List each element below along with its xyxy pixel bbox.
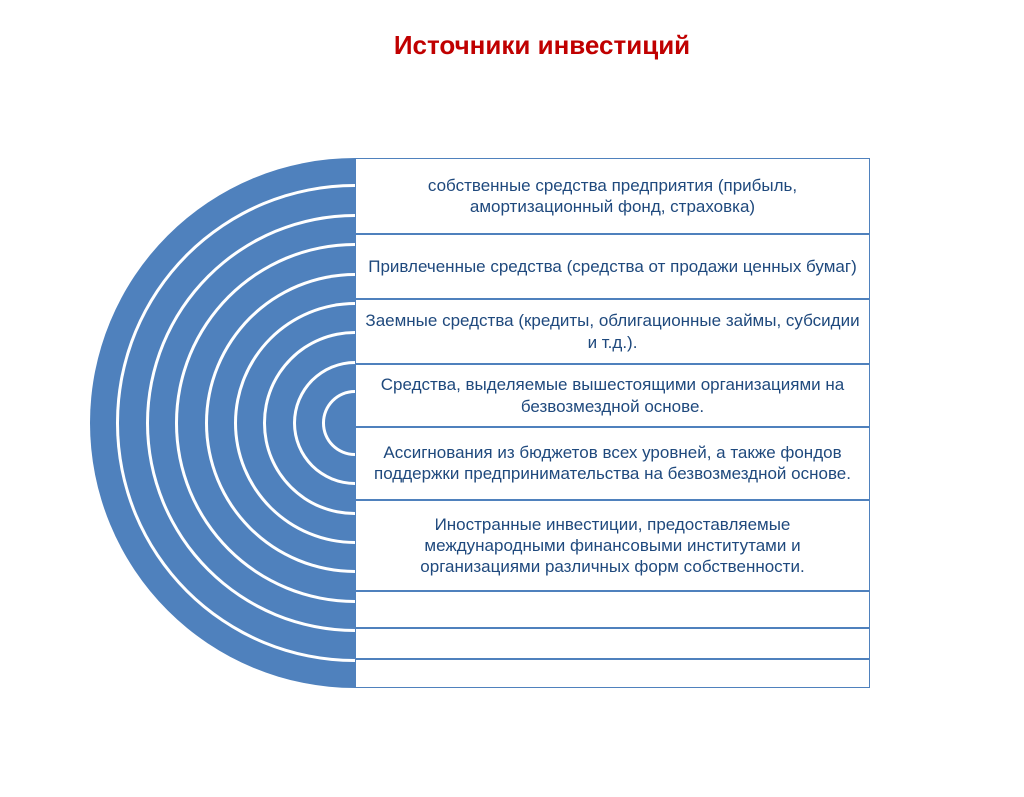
list-item: Иностранные инвестиции, предоставляемые … — [355, 500, 870, 591]
list-item-label: Заемные средства (кредиты, облигационные… — [364, 310, 861, 353]
rows-container: собственные средства предприятия (прибыл… — [355, 158, 870, 688]
list-item-label: собственные средства предприятия (прибыл… — [364, 175, 861, 218]
list-item: Средства, выделяемые вышестоящими органи… — [355, 364, 870, 427]
list-item: собственные средства предприятия (прибыл… — [355, 158, 870, 234]
list-item: Заемные средства (кредиты, облигационные… — [355, 299, 870, 364]
list-item — [355, 628, 870, 659]
list-item-label: Привлеченные средства (средства от прода… — [368, 256, 856, 277]
page-title: Источники инвестиций — [60, 30, 1024, 61]
list-item — [355, 659, 870, 688]
list-item — [355, 591, 870, 628]
list-item-label: Ассигнования из бюджетов всех уровней, а… — [364, 442, 861, 485]
list-item: Привлеченные средства (средства от прода… — [355, 234, 870, 299]
list-item-label: Средства, выделяемые вышестоящими органи… — [364, 374, 861, 417]
onion-diagram: собственные средства предприятия (прибыл… — [90, 158, 870, 688]
list-item-label: Иностранные инвестиции, предоставляемые … — [364, 514, 861, 578]
list-item: Ассигнования из бюджетов всех уровней, а… — [355, 427, 870, 500]
